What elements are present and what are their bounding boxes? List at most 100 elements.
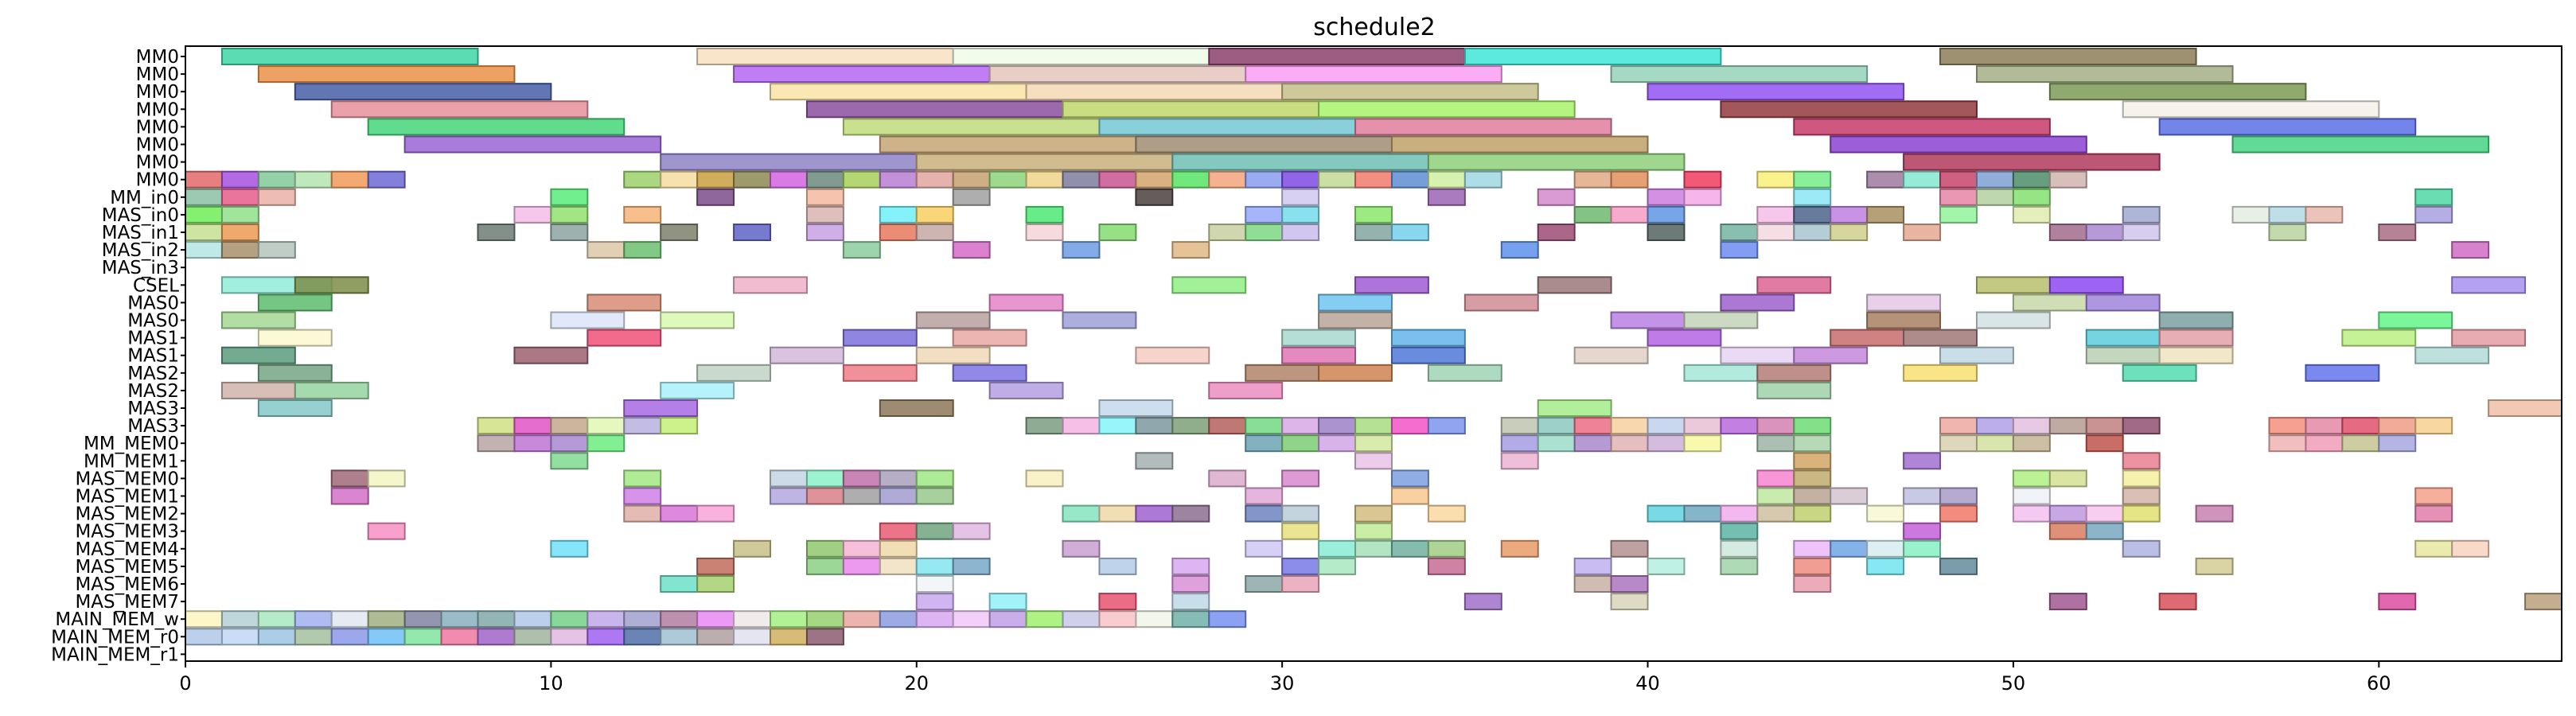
task-bar <box>1318 539 1357 558</box>
task-bar <box>1975 417 2014 435</box>
task-bar <box>1025 469 1064 488</box>
task-bar <box>1135 170 1174 189</box>
task-bar <box>1390 417 1429 435</box>
row-label: MAS_MEM1 <box>75 487 179 508</box>
task-bar <box>2414 188 2453 206</box>
task-bar <box>1281 329 1357 347</box>
task-bar <box>1245 575 1284 593</box>
task-bar <box>1281 522 1320 540</box>
task-bar <box>805 205 844 224</box>
row-label: MAS2 <box>127 364 179 384</box>
task-bar <box>842 539 881 558</box>
task-bar <box>1756 381 1832 399</box>
task-bar <box>915 153 1174 171</box>
task-bar <box>1647 329 1722 347</box>
task-bar <box>1171 575 1210 593</box>
task-bar <box>1866 205 1905 224</box>
task-bar <box>477 417 516 435</box>
task-bar <box>1354 539 1393 558</box>
task-bar <box>2122 100 2380 119</box>
task-bar <box>1975 434 2014 453</box>
task-bar <box>294 276 369 294</box>
task-bar <box>587 610 625 628</box>
x-tick-label: 10 <box>539 672 563 695</box>
task-bar <box>1025 610 1064 628</box>
task-bar <box>367 170 406 189</box>
task-bar <box>1793 487 1832 505</box>
row-label: MAIN_MEM_w <box>55 609 179 630</box>
task-bar <box>1281 469 1320 488</box>
task-bar <box>257 628 296 646</box>
task-bar <box>1171 417 1210 435</box>
task-bar <box>257 188 296 206</box>
task-bar <box>550 205 589 224</box>
task-bar <box>1354 276 1429 294</box>
task-bar <box>1245 205 1284 224</box>
task-bar <box>988 170 1027 189</box>
task-bar <box>1610 575 1649 593</box>
task-bar <box>550 311 625 329</box>
task-bar <box>696 48 954 65</box>
task-bar <box>1354 118 1612 136</box>
task-bar <box>805 610 844 628</box>
task-bar <box>513 205 552 224</box>
task-bar <box>1793 188 1832 206</box>
task-bar <box>2122 417 2161 435</box>
task-bar <box>733 628 772 646</box>
task-bar <box>2414 417 2453 435</box>
x-tick-label: 60 <box>2367 672 2391 695</box>
task-bar <box>2012 294 2087 312</box>
task-bar <box>2341 329 2417 347</box>
task-bar <box>2488 399 2562 417</box>
task-bar <box>2451 241 2490 259</box>
x-tick-label: 50 <box>2001 672 2026 695</box>
task-bar <box>513 434 552 453</box>
task-bar <box>1793 417 1832 435</box>
task-bar <box>770 83 1027 101</box>
task-bar <box>988 381 1064 399</box>
task-bar <box>2122 224 2161 241</box>
task-bar <box>1537 399 1612 417</box>
task-bar <box>1390 346 1466 364</box>
task-bar <box>1318 311 1393 329</box>
task-bar <box>1756 469 1795 488</box>
task-bar <box>1793 575 1832 593</box>
task-bar <box>1683 434 1722 453</box>
task-bar <box>1281 434 1320 453</box>
task-bar <box>842 610 881 628</box>
task-bar <box>2012 434 2051 453</box>
task-bar <box>2451 329 2527 347</box>
task-bar <box>915 346 991 364</box>
task-bar <box>1135 188 1174 206</box>
task-bar <box>915 205 954 224</box>
task-bar <box>1683 417 1722 435</box>
task-bar <box>513 610 552 628</box>
task-bar <box>1903 329 1978 347</box>
task-bar <box>2378 224 2417 241</box>
task-bar <box>1062 241 1101 259</box>
task-bar <box>1647 504 1686 523</box>
task-bar <box>1720 522 1759 540</box>
task-bar <box>1756 417 1795 435</box>
task-bar <box>805 539 844 558</box>
task-bar <box>1098 557 1137 575</box>
task-bar <box>1793 539 1832 558</box>
task-bar <box>1135 417 1174 435</box>
task-bar <box>1647 434 1686 453</box>
task-bar <box>330 170 369 189</box>
row-label: MM0 <box>136 47 179 68</box>
task-bar <box>2012 188 2051 206</box>
task-bar <box>1318 434 1357 453</box>
x-tick-label: 0 <box>179 672 191 695</box>
task-bar <box>2524 593 2562 611</box>
row-label: MM0 <box>136 117 179 138</box>
task-bar <box>1720 224 1759 241</box>
task-bar <box>879 487 918 505</box>
task-bar <box>2012 205 2051 224</box>
task-bar <box>1610 539 1649 558</box>
task-bar <box>2341 434 2380 453</box>
task-bar <box>1025 205 1064 224</box>
task-bar <box>2305 364 2380 382</box>
task-bar <box>770 610 808 628</box>
task-bar <box>1427 504 1466 523</box>
